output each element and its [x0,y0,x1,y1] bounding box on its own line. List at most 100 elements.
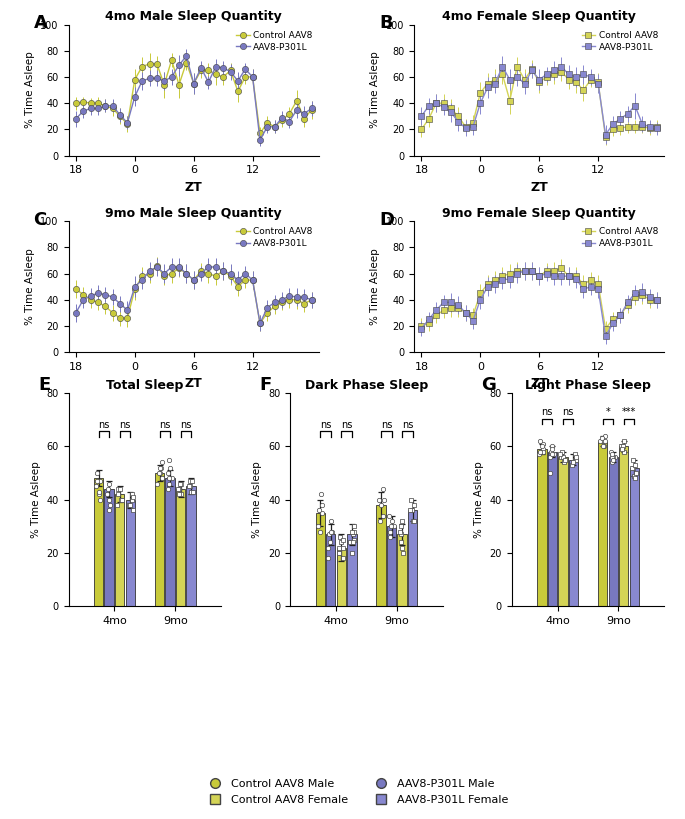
Point [334,546,345,559]
Point [347,546,358,559]
Point [156,455,167,468]
Point [313,504,324,517]
Point [175,477,186,490]
Point [349,533,360,546]
Point [375,514,386,527]
Point [556,446,567,459]
Point [337,552,348,565]
Title: 4mo Male Sleep Quantity: 4mo Male Sleep Quantity [105,11,282,24]
Point [386,519,397,532]
Legend: Control AAV8, AAV8-P301L: Control AAV8, AAV8-P301L [234,226,314,250]
Point [116,493,127,506]
Text: ***: *** [622,407,636,417]
Point [90,480,101,493]
Point [627,453,638,466]
Bar [105,489,114,606]
Point [545,446,556,459]
Point [599,434,610,447]
Point [186,474,197,487]
Point [619,446,630,459]
Point [568,455,579,468]
Point [116,493,127,506]
Bar [125,500,135,606]
Bar [94,478,103,606]
Point [397,514,408,527]
Y-axis label: % Time Asleep: % Time Asleep [371,248,380,325]
Point [627,461,638,474]
Text: G: G [481,376,496,394]
Point [373,493,384,506]
Point [103,504,114,517]
Point [94,488,105,501]
Point [184,480,195,493]
Text: ns: ns [119,420,131,430]
Point [103,477,114,490]
Point [566,459,577,472]
Point [175,488,186,501]
Bar [598,441,608,606]
Point [535,446,546,459]
Bar [387,526,397,606]
Point [156,472,167,485]
Point [607,450,618,464]
Point [165,461,176,474]
Point [173,482,184,495]
Point [384,509,395,523]
Point [395,525,406,538]
Bar [537,449,547,606]
Point [610,450,621,464]
Point [385,525,396,538]
Y-axis label: % Time Asleep: % Time Asleep [31,461,41,538]
Point [556,450,566,464]
Point [95,474,105,487]
Point [174,488,185,501]
Point [386,514,397,527]
Point [334,531,345,544]
Point [92,466,103,479]
Bar [619,446,628,606]
Point [560,453,571,466]
Text: ns: ns [180,420,192,430]
Point [325,514,336,527]
Text: ns: ns [381,420,392,430]
Point [597,440,608,453]
Point [127,488,138,501]
Point [323,527,334,541]
Point [570,448,581,461]
Point [316,506,327,519]
Point [535,434,546,447]
Point [184,474,195,487]
Bar [377,505,386,606]
Bar [558,457,568,606]
Text: ns: ns [402,420,413,430]
Point [325,536,336,549]
Point [395,527,406,541]
Bar [347,534,356,606]
Point [93,485,104,498]
Point [595,434,606,447]
Point [397,541,408,554]
Bar [630,468,639,606]
Title: Total Sleep: Total Sleep [106,379,184,392]
Point [384,531,395,544]
Point [338,533,349,546]
Bar [316,513,325,606]
Point [599,429,610,442]
Point [336,536,347,549]
X-axis label: ZT: ZT [185,378,203,391]
Point [547,448,558,461]
Point [630,466,641,479]
Point [166,472,177,485]
Point [607,448,618,461]
Point [113,482,124,495]
Point [327,525,338,538]
Title: 4mo Female Sleep Quantity: 4mo Female Sleep Quantity [443,11,636,24]
Point [606,455,617,468]
Point [629,469,640,482]
Point [618,440,629,453]
Point [630,472,640,485]
Bar [397,534,407,606]
Title: 9mo Male Sleep Quantity: 9mo Male Sleep Quantity [105,207,282,220]
Point [395,519,406,532]
Y-axis label: % Time Asleep: % Time Asleep [474,461,484,538]
